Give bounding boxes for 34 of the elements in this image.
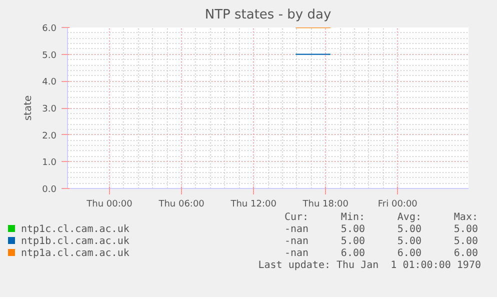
text: 6.00: [340, 248, 366, 260]
text: Last update: Thu Jan 1 01:00:00 1970: [257, 260, 482, 272]
text: 6.00: [452, 248, 478, 260]
y-tick-label: 2.0: [42, 131, 57, 142]
x-tick-label: Thu 12:00: [230, 200, 277, 210]
chart-title: NTP states - by day: [204, 8, 332, 22]
y-tick-label: 5.0: [42, 50, 57, 61]
text: 6.00: [396, 248, 422, 260]
text: Cur:: [283, 212, 309, 224]
x-tick-label: Thu 18:00: [302, 200, 349, 210]
y-tick-label: 0.0: [42, 185, 57, 195]
legend-label: ntp1a.cl.cam.ac.uk: [20, 248, 130, 260]
text: 5.00: [452, 236, 478, 248]
text: Max:: [452, 212, 478, 224]
text: Min:: [340, 212, 366, 224]
text: 5.00: [340, 224, 366, 236]
text: 5.00: [396, 236, 422, 248]
y-tick-label: 4.0: [42, 78, 57, 88]
y-tick-label: 6.0: [42, 24, 57, 34]
x-tick-label: Fri 00:00: [378, 200, 418, 210]
y-tick-label: 3.0: [42, 104, 57, 114]
x-tick-label: Thu 00:00: [86, 200, 133, 210]
legend-label: ntp1c.cl.cam.ac.uk: [20, 224, 130, 236]
text: 5.00: [340, 236, 366, 248]
x-tick-label: Thu 06:00: [158, 200, 205, 210]
text: 5.00: [396, 224, 422, 236]
text: Avg:: [396, 212, 422, 224]
text: 5.00: [452, 224, 478, 236]
text: -nan: [283, 248, 309, 260]
y-tick-label: 1.0: [42, 158, 57, 168]
legend-label: ntp1b.cl.cam.ac.uk: [20, 236, 130, 248]
y-axis-title: state: [23, 95, 34, 121]
text: -nan: [283, 236, 309, 248]
text: -nan: [283, 224, 309, 236]
